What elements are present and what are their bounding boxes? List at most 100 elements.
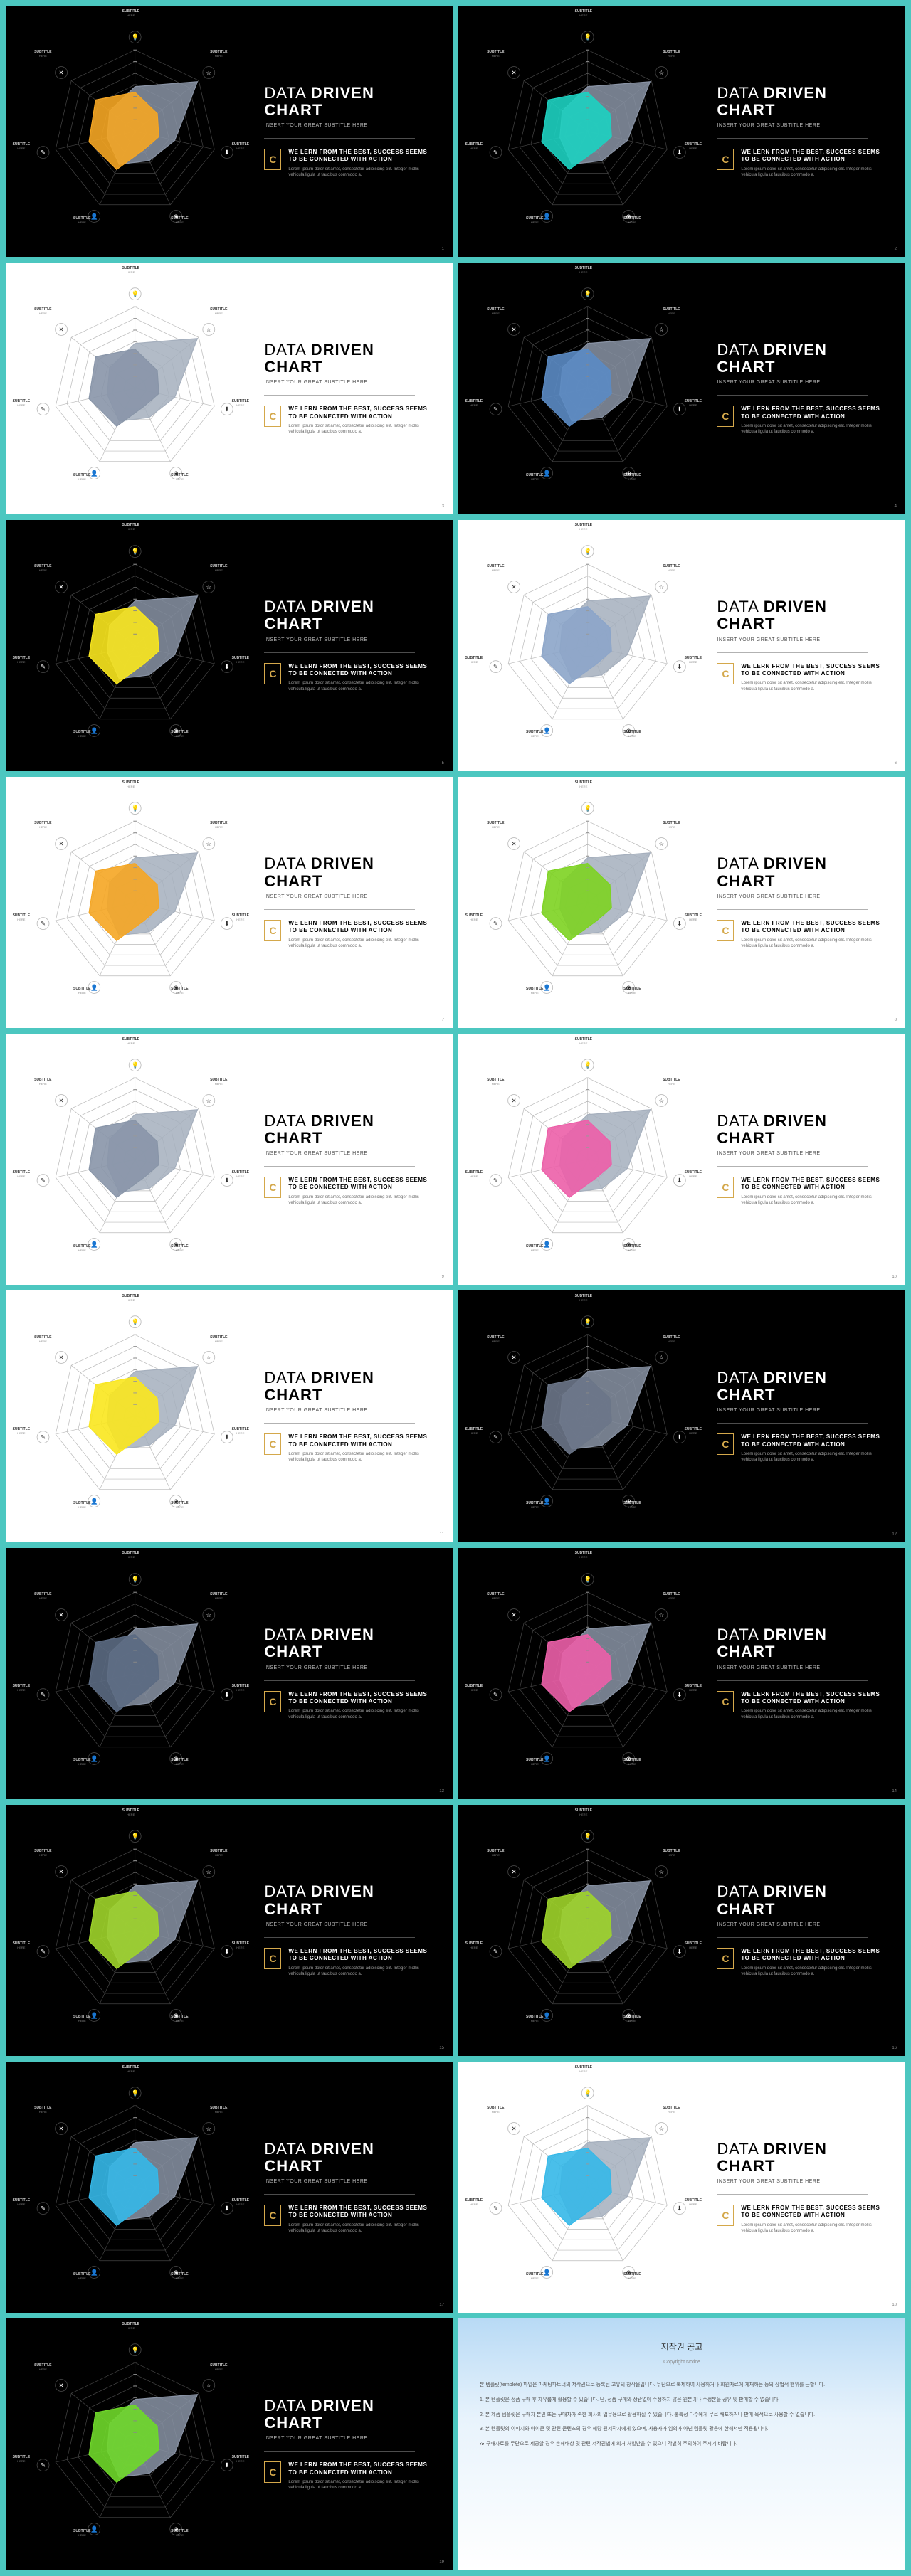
- axis-label: SUBTITLEHERE: [68, 1501, 96, 1510]
- axis-label: SUBTITLEHERE: [7, 1427, 36, 1436]
- axis-label: SUBTITLEHERE: [68, 216, 96, 225]
- axis-label: SUBTITLEHERE: [569, 266, 598, 275]
- slide-title: DATA DRIVEN CHART: [264, 1113, 431, 1147]
- page-number: 1: [442, 247, 444, 251]
- svg-text:✎: ✎: [493, 2205, 498, 2212]
- callout-icon: C: [264, 920, 281, 941]
- axis-label: SUBTITLEHERE: [28, 1078, 57, 1086]
- axis-label: SUBTITLEHERE: [657, 1335, 685, 1344]
- slide-subtitle: INSERT YOUR GREAT SUBTITLE HERE: [717, 1922, 884, 1927]
- divider: [717, 909, 867, 910]
- text-area: DATA DRIVEN CHART INSERT YOUR GREAT SUBT…: [250, 1819, 438, 2042]
- callout-icon: C: [717, 2205, 734, 2226]
- svg-text:💡: 💡: [584, 1576, 591, 1583]
- text-area: DATA DRIVEN CHART INSERT YOUR GREAT SUBT…: [702, 1819, 891, 2042]
- callout-body: Lorem ipsum dolor sit amet, consectetur …: [741, 680, 884, 692]
- axis-label: SUBTITLEHERE: [165, 2272, 194, 2281]
- axis-label: SUBTITLEHERE: [569, 1551, 598, 1559]
- slide: 💡☆⬇⊕👤✎✕SUBTITLEHERESUBTITLEHERESUBTITLEH…: [6, 2318, 453, 2570]
- svg-text:☆: ☆: [206, 1097, 212, 1104]
- axis-label: SUBTITLEHERE: [481, 1849, 510, 1857]
- axis-label: SUBTITLEHERE: [569, 523, 598, 531]
- svg-text:✕: ✕: [59, 1611, 64, 1618]
- callout-body: Lorem ipsum dolor sit amet, consectetur …: [288, 1194, 431, 1207]
- axis-label: SUBTITLEHERE: [657, 564, 685, 573]
- callout-icon: C: [717, 920, 734, 941]
- svg-text:☆: ☆: [659, 326, 665, 333]
- svg-text:☆: ☆: [206, 326, 212, 333]
- slide-subtitle: INSERT YOUR GREAT SUBTITLE HERE: [264, 2436, 431, 2441]
- axis-label: SUBTITLEHERE: [520, 987, 549, 995]
- axis-label: SUBTITLEHERE: [569, 1808, 598, 1817]
- chart-area: 💡☆⬇⊕👤✎✕SUBTITLEHERESUBTITLEHERESUBTITLEH…: [20, 534, 250, 757]
- chart-area: 💡☆⬇⊕👤✎✕SUBTITLEHERESUBTITLEHERESUBTITLEH…: [473, 1048, 702, 1271]
- slide: 💡☆⬇⊕👤✎✕SUBTITLEHERESUBTITLEHERESUBTITLEH…: [458, 520, 905, 771]
- svg-text:✎: ✎: [41, 149, 46, 156]
- axis-label: SUBTITLEHERE: [165, 2529, 194, 2538]
- slide: 💡☆⬇⊕👤✎✕SUBTITLEHERESUBTITLEHERESUBTITLEH…: [6, 6, 453, 257]
- page-number: 19: [439, 2560, 444, 2565]
- chart-area: 💡☆⬇⊕👤✎✕SUBTITLEHERESUBTITLEHERESUBTITLEH…: [473, 1305, 702, 1527]
- slide: 💡☆⬇⊕👤✎✕SUBTITLEHERESUBTITLEHERESUBTITLEH…: [458, 1548, 905, 1799]
- slide: 💡☆⬇⊕👤✎✕SUBTITLEHERESUBTITLEHERESUBTITLEH…: [458, 777, 905, 1028]
- page-number: 7: [442, 1018, 444, 1022]
- callout-body: Lorem ipsum dolor sit amet, consectetur …: [288, 2222, 431, 2235]
- callout-body: Lorem ipsum dolor sit amet, consectetur …: [288, 938, 431, 950]
- callout-icon: C: [264, 663, 281, 684]
- slide: 💡☆⬇⊕👤✎✕SUBTITLEHERESUBTITLEHERESUBTITLEH…: [458, 6, 905, 257]
- axis-label: SUBTITLEHERE: [226, 1170, 255, 1179]
- axis-label: SUBTITLEHERE: [460, 656, 488, 664]
- callout-heading: WE LERN FROM THE BEST, SUCCESS SEEMS TO …: [741, 1433, 884, 1448]
- page-number: 13: [439, 1789, 444, 1793]
- svg-text:💡: 💡: [131, 290, 139, 297]
- callout-body: Lorem ipsum dolor sit amet, consectetur …: [288, 166, 431, 179]
- svg-text:✕: ✕: [59, 69, 64, 76]
- axis-label: SUBTITLEHERE: [657, 821, 685, 829]
- svg-text:💡: 💡: [584, 548, 591, 555]
- svg-text:💡: 💡: [584, 1061, 591, 1069]
- callout: C WE LERN FROM THE BEST, SUCCESS SEEMS T…: [717, 1948, 884, 1978]
- axis-label: SUBTITLEHERE: [204, 564, 233, 573]
- slide-subtitle: INSERT YOUR GREAT SUBTITLE HERE: [717, 1151, 884, 1156]
- axis-label: SUBTITLEHERE: [28, 307, 57, 316]
- slide-title: DATA DRIVEN CHART: [264, 2397, 431, 2432]
- axis-label: SUBTITLEHERE: [520, 1501, 549, 1510]
- callout-heading: WE LERN FROM THE BEST, SUCCESS SEEMS TO …: [288, 406, 431, 420]
- axis-label: SUBTITLEHERE: [204, 1849, 233, 1857]
- divider: [264, 395, 414, 396]
- axis-label: SUBTITLEHERE: [117, 780, 145, 789]
- svg-text:☆: ☆: [206, 840, 212, 847]
- axis-label: SUBTITLEHERE: [657, 2106, 685, 2114]
- axis-label: SUBTITLEHERE: [679, 2198, 707, 2207]
- copyright-line: 본 템플릿(templete) 파일은 마케팅파트너의 저작권으로 등록된 고유…: [480, 2381, 884, 2390]
- callout: C WE LERN FROM THE BEST, SUCCESS SEEMS T…: [717, 1433, 884, 1463]
- svg-text:☆: ☆: [659, 2125, 665, 2132]
- callout-heading: WE LERN FROM THE BEST, SUCCESS SEEMS TO …: [288, 1433, 431, 1448]
- slide: 💡☆⬇⊕👤✎✕SUBTITLEHERESUBTITLEHERESUBTITLEH…: [6, 1290, 453, 1542]
- axis-label: SUBTITLEHERE: [569, 9, 598, 18]
- callout-heading: WE LERN FROM THE BEST, SUCCESS SEEMS TO …: [288, 1948, 431, 1963]
- axis-label: SUBTITLEHERE: [28, 821, 57, 829]
- slide-subtitle: INSERT YOUR GREAT SUBTITLE HERE: [717, 123, 884, 128]
- svg-text:☆: ☆: [659, 69, 665, 76]
- chart-area: 💡☆⬇⊕👤✎✕SUBTITLEHERESUBTITLEHERESUBTITLEH…: [20, 277, 250, 499]
- callout-icon: C: [717, 149, 734, 170]
- chart-area: 💡☆⬇⊕👤✎✕SUBTITLEHERESUBTITLEHERESUBTITLEH…: [473, 2076, 702, 2299]
- text-area: DATA DRIVEN CHART INSERT YOUR GREAT SUBT…: [250, 791, 438, 1014]
- slide: 💡☆⬇⊕👤✎✕SUBTITLEHERESUBTITLEHERESUBTITLEH…: [6, 1805, 453, 2056]
- svg-text:✕: ✕: [512, 1868, 517, 1875]
- page-number: 4: [895, 504, 897, 509]
- axis-label: SUBTITLEHERE: [204, 1592, 233, 1601]
- axis-label: SUBTITLEHERE: [204, 821, 233, 829]
- svg-text:☆: ☆: [659, 1611, 665, 1618]
- axis-label: SUBTITLEHERE: [7, 656, 36, 664]
- slide-title: DATA DRIVEN CHART: [264, 855, 431, 889]
- svg-text:☆: ☆: [206, 1611, 212, 1618]
- slide-title: DATA DRIVEN CHART: [717, 1626, 884, 1660]
- axis-label: SUBTITLEHERE: [679, 399, 707, 408]
- svg-text:✕: ✕: [59, 1354, 64, 1361]
- svg-text:☆: ☆: [206, 1868, 212, 1875]
- divider: [264, 2451, 414, 2452]
- page-number: 15: [439, 2046, 444, 2050]
- axis-label: SUBTITLEHERE: [618, 730, 646, 738]
